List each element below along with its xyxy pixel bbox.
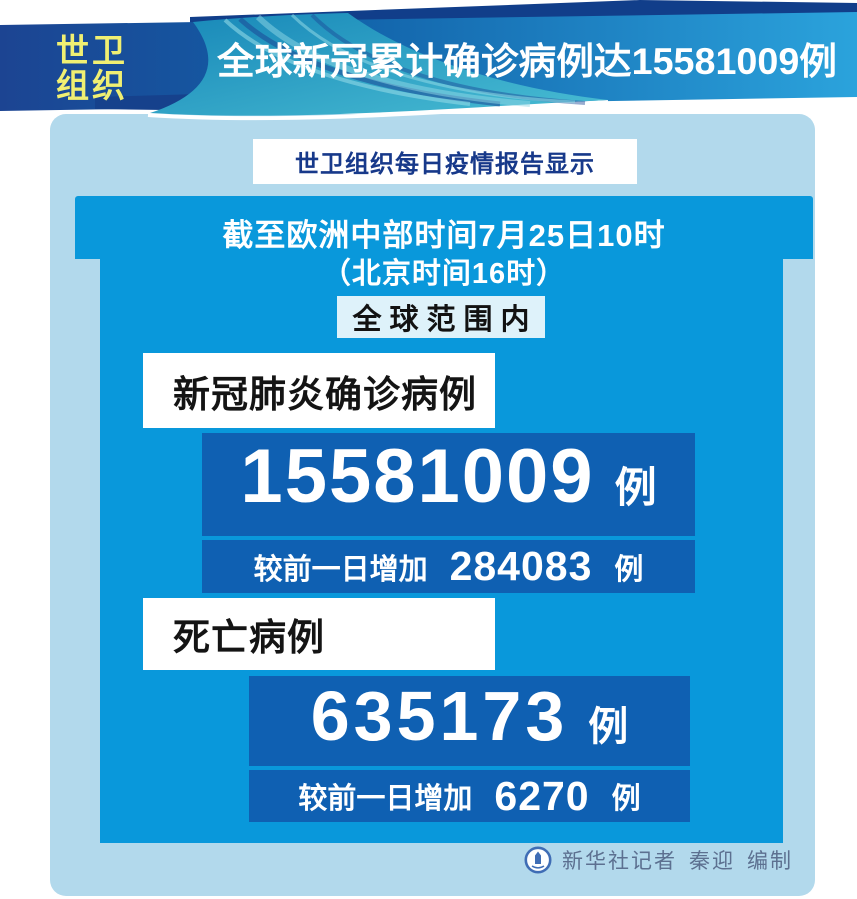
scope-box: 全球范围内 [337, 296, 545, 338]
confirmed-increase-box: 较前一日增加 284083 例 [202, 540, 695, 593]
confirmed-cases-value-box: 15581009 例 [202, 433, 695, 536]
xinhua-logo-icon [524, 846, 552, 874]
org-label-line1: 世卫 [56, 32, 128, 69]
swoosh-streak-light-3 [290, 13, 576, 104]
scope-label: 全球范围内 [352, 304, 538, 336]
death-cases-unit: 例 [588, 705, 629, 749]
confirmed-increase-unit: 例 [614, 553, 644, 586]
credit-reporter: 秦迎 [689, 850, 735, 873]
death-increase-value: 6270 [494, 772, 590, 819]
death-cases-label-box: 死亡病例 [143, 598, 495, 670]
credit-line: 新华社记者 秦迎 编制 [524, 845, 793, 875]
credit-suffix: 编制 [747, 850, 793, 873]
death-increase-unit: 例 [611, 783, 641, 815]
swoosh-white-edge [147, 100, 609, 121]
death-cases-label: 死亡病例 [173, 617, 325, 658]
confirmed-increase-value: 284083 [449, 543, 593, 589]
swoosh-streak-navy-1 [238, 17, 501, 107]
confirmed-cases-value: 15581009 [240, 434, 595, 519]
report-source-text: 世卫组织每日疫情报告显示 [295, 151, 595, 178]
org-label-line2: 组织 [56, 67, 128, 104]
timestamp-line1: 截至欧洲中部时间7月25日10时 [222, 218, 666, 253]
death-increase-label: 较前一日增加 [298, 783, 473, 815]
timestamp-line2: （北京时间16时） [321, 258, 567, 290]
credit-text: 新华社记者 秦迎 编制 [562, 845, 793, 875]
confirmed-cases-label: 新冠肺炎确诊病例 [173, 373, 477, 415]
death-cases-value: 635173 [310, 677, 569, 755]
report-source-box: 世卫组织每日疫情报告显示 [253, 139, 637, 184]
confirmed-increase-label: 较前一日增加 [253, 553, 428, 586]
swoosh-streak-light-1 [223, 18, 471, 106]
confirmed-cases-label-box: 新冠肺炎确诊病例 [143, 353, 495, 428]
death-increase-box: 较前一日增加 6270 例 [249, 770, 690, 822]
credit-agency: 新华社记者 [562, 850, 677, 873]
swoosh-streak-light-2 [255, 14, 531, 107]
confirmed-cases-unit: 例 [614, 464, 657, 511]
blue-plate-lip [75, 196, 813, 259]
banner-title: 全球新冠累计确诊病例达15581009例 [216, 40, 837, 82]
death-cases-value-box: 635173 例 [249, 676, 690, 766]
header-banner: 世卫 组织 全球新冠累计确诊病例达15581009例 [0, 0, 857, 121]
